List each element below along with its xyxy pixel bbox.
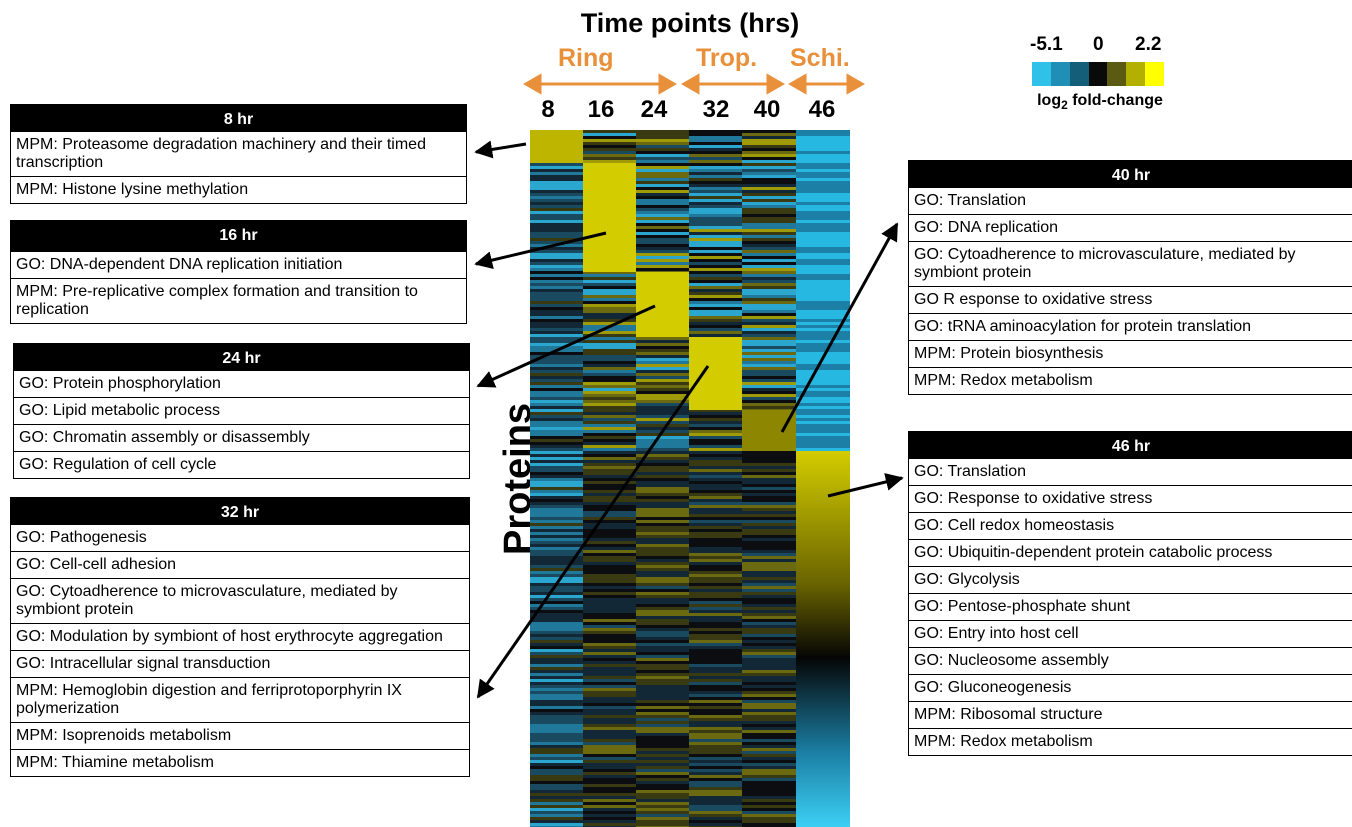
box-32hr-row: GO: Modulation by symbiont of host eryth… [11,623,469,650]
box-32hr-row: MPM: Thiamine metabolism [11,749,469,776]
box-46hr-row: GO: Ubiquitin-dependent protein cataboli… [909,539,1352,566]
heatmap-cluster-block [583,163,636,272]
box-16hr-row: GO: DNA-dependent DNA replication initia… [11,251,466,278]
heatmap-cluster-block [742,410,796,451]
box-8hr: 8 hr MPM: Proteasome degradation machine… [10,104,467,204]
box-46hr: 46 hr GO: Translation GO: Response to ox… [908,431,1352,756]
box-46hr-row: GO: Pentose-phosphate shunt [909,593,1352,620]
box-46hr-row: GO: Gluconeogenesis [909,674,1352,701]
box-24hr-header: 24 hr [14,344,469,370]
box-32hr-row: GO: Intracellular signal transduction [11,650,469,677]
box-46hr-row: MPM: Redox metabolism [909,728,1352,755]
box-8hr-row: MPM: Histone lysine methylation [11,176,466,203]
box-8hr-row: MPM: Proteasome degradation machinery an… [11,131,466,176]
timepoint-8-label: 8 [541,96,555,123]
box-32hr-header: 32 hr [11,498,469,524]
arrow-8hr [474,140,527,159]
box-16hr: 16 hr GO: DNA-dependent DNA replication … [10,220,467,324]
box-40hr-row: MPM: Redox metabolism [909,367,1352,394]
legend-min-label: -5.1 [1030,34,1063,55]
box-40hr-row: GO: tRNA aminoacylation for protein tran… [909,313,1352,340]
box-40hr-row: GO: Translation [909,187,1352,214]
box-40hr: 40 hr GO: Translation GO: DNA replicatio… [908,160,1352,395]
box-40hr-row: MPM: Protein biosynthesis [909,340,1352,367]
box-46hr-row: GO: Translation [909,458,1352,485]
box-46hr-row: GO: Response to oxidative stress [909,485,1352,512]
color-scale-bar [1032,62,1165,86]
box-46hr-row: MPM: Ribosomal structure [909,701,1352,728]
legend-swatch [1107,62,1127,86]
box-32hr-row: GO: Cell-cell adhesion [11,551,469,578]
legend-swatch [1145,62,1165,86]
heatmap-cluster-block [636,272,689,337]
box-46hr-row: GO: Glycolysis [909,566,1352,593]
legend-caption: log2 fold-change [1037,92,1163,113]
box-40hr-row: GO: DNA replication [909,214,1352,241]
timepoint-40-label: 40 [753,96,781,123]
box-16hr-row: MPM: Pre-replicative complex formation a… [11,278,466,323]
phase-trop-label: Trop. [696,44,758,72]
timepoint-46-label: 46 [808,96,836,123]
box-32hr-row: MPM: Isoprenoids metabolism [11,722,469,749]
box-32hr-row: GO: Pathogenesis [11,524,469,551]
figure-title: Time points (hrs) [580,8,800,38]
box-32hr-row: GO: Cytoadherence to microvasculature, m… [11,578,469,623]
legend-swatch [1050,62,1070,86]
box-24hr-row: GO: Lipid metabolic process [14,397,469,424]
box-24hr-row: GO: Regulation of cell cycle [14,451,469,478]
legend-mid-label: 0 [1093,34,1104,55]
heatmap-cells [530,130,850,827]
box-24hr-row: GO: Chromatin assembly or disassembly [14,424,469,451]
box-24hr: 24 hr GO: Protein phosphorylation GO: Li… [13,343,470,479]
box-16hr-header: 16 hr [11,221,466,251]
box-32hr-row: MPM: Hemoglobin digestion and ferriproto… [11,677,469,722]
legend-max-label: 2.2 [1135,34,1162,55]
box-24hr-row: GO: Protein phosphorylation [14,370,469,397]
box-46hr-header: 46 hr [909,432,1352,458]
phase-schi-label: Schi. [790,44,850,72]
timepoint-24-label: 24 [640,96,668,123]
heatmap [530,130,850,827]
timepoint-32-label: 32 [702,96,730,123]
legend-swatch [1088,62,1108,86]
legend-swatch [1069,62,1089,86]
box-46hr-row: GO: Cell redox homeostasis [909,512,1352,539]
box-46hr-row: GO: Entry into host cell [909,620,1352,647]
legend-swatch [1126,62,1146,86]
legend-swatch [1032,62,1051,86]
box-40hr-row: GO R esponse to oxidative stress [909,286,1352,313]
box-8hr-header: 8 hr [11,105,466,131]
heatmap-cluster-block [796,451,850,827]
box-32hr: 32 hr GO: Pathogenesis GO: Cell-cell adh… [10,497,470,777]
phase-ring-label: Ring [558,44,614,72]
heatmap-cluster-block [530,130,583,163]
timepoint-16-label: 16 [587,96,615,123]
box-40hr-header: 40 hr [909,161,1352,187]
box-46hr-row: GO: Nucleosome assembly [909,647,1352,674]
heatmap-cluster-block [689,337,742,410]
box-40hr-row: GO: Cytoadherence to microvasculature, m… [909,241,1352,286]
